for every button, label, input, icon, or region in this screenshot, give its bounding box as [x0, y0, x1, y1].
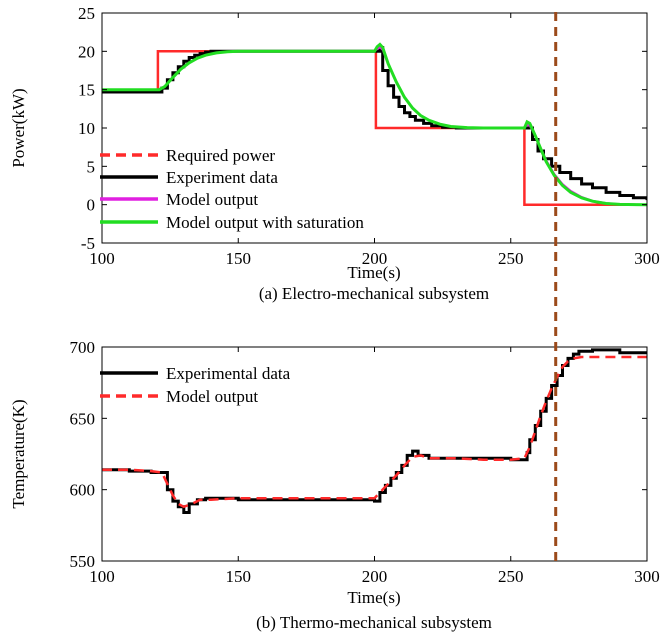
series-layer-a	[102, 42, 647, 207]
power-chart: 100 150 200 250 300 -5 0 5 10 15 20 25 Required pow…	[9, 4, 660, 303]
x-tick-label: 250	[498, 249, 524, 268]
y-tick-label: 700	[70, 338, 96, 357]
legend-label: Required power	[166, 146, 275, 165]
legend-label: Experimental data	[166, 364, 291, 383]
x-tick-label: 100	[89, 249, 115, 268]
x-tick-label: 250	[498, 567, 524, 586]
series-line	[102, 348, 647, 514]
legend-label: Model output with saturation	[166, 213, 364, 232]
x-tick-label: 150	[226, 249, 252, 268]
tick-layer-a: 100 150 200 250 300 -5 0 5 10 15 20 25	[78, 4, 660, 268]
y-tick-label: 0	[87, 196, 96, 215]
legend-b: Experimental data Model output	[100, 364, 291, 406]
x-tick-label: 200	[362, 567, 388, 586]
y-tick-label: 5	[87, 157, 96, 176]
x-tick-label: 200	[362, 249, 388, 268]
series-line	[102, 355, 647, 509]
series-line	[102, 42, 647, 207]
y-tick-label: 25	[78, 4, 95, 23]
caption-a: (a) Electro-mechanical subsystem	[259, 284, 489, 303]
series-line	[102, 46, 647, 201]
y-tick-label: 650	[70, 409, 96, 428]
x-tick-label: 150	[226, 567, 252, 586]
legend-a: Required power Experiment data Model outpu…	[100, 146, 364, 232]
x-axis-label-a: Time(s)	[347, 263, 400, 282]
y-tick-label: 10	[78, 119, 95, 138]
caption-b: (b) Thermo-mechanical subsystem	[256, 613, 492, 632]
x-axis-label-b: Time(s)	[347, 588, 400, 607]
tick-layer-b: 100 150 200 250 300 550 600 650 700	[70, 338, 660, 586]
legend-label: Experiment data	[166, 168, 278, 187]
y-tick-label: 550	[70, 552, 96, 571]
x-tick-label: 300	[634, 567, 660, 586]
y-axis-label-a: Power(kW)	[9, 88, 28, 167]
series-layer-b	[102, 348, 647, 514]
x-tick-label: 300	[634, 249, 660, 268]
y-tick-label: -5	[81, 234, 95, 253]
legend-label: Model output	[166, 190, 258, 209]
legend-label: Model output	[166, 387, 258, 406]
y-axis-label-b: Temperature(K)	[9, 399, 28, 508]
y-tick-label: 20	[78, 42, 95, 61]
y-tick-label: 600	[70, 481, 96, 500]
y-tick-label: 15	[78, 81, 95, 100]
temperature-chart: 100 150 200 250 300 550 600 650 700 Experimental…	[9, 338, 660, 632]
series-line	[102, 50, 647, 206]
x-tick-label: 100	[89, 567, 115, 586]
